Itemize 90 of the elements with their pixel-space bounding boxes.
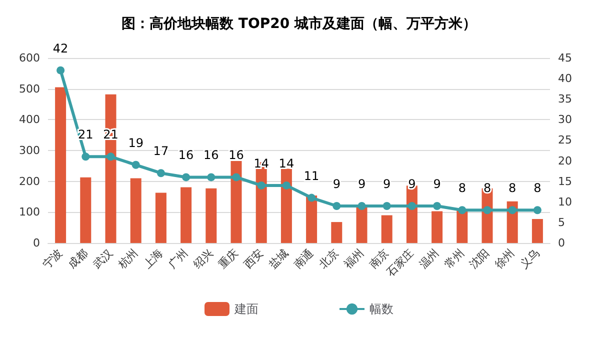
point bbox=[508, 206, 516, 214]
y-tick-label: 500 bbox=[19, 82, 40, 96]
x-tick-label: 重庆 bbox=[216, 246, 241, 272]
bar bbox=[206, 188, 217, 243]
x-tick-label: 盐城 bbox=[266, 246, 292, 272]
data-label: 8 bbox=[508, 181, 516, 196]
point bbox=[106, 152, 115, 161]
bar bbox=[306, 196, 318, 243]
data-label: 11 bbox=[304, 168, 320, 183]
y2-tick-label: 0 bbox=[558, 236, 565, 250]
bar bbox=[230, 160, 242, 243]
bar bbox=[381, 215, 392, 243]
x-tick-label: 宁波 bbox=[40, 246, 66, 272]
data-label: 16 bbox=[204, 148, 219, 162]
data-label: 19 bbox=[128, 136, 144, 150]
x-tick-label: 广州 bbox=[166, 246, 191, 272]
bar bbox=[532, 218, 543, 243]
x-tick-label: 常州 bbox=[442, 246, 467, 272]
y2-tick-label: 20 bbox=[558, 154, 572, 168]
y2-tick-label: 25 bbox=[558, 134, 572, 147]
point bbox=[156, 169, 165, 178]
bar bbox=[280, 168, 292, 243]
chart-title: 图：高价地块幅数 TOP20 城市及建面（幅、万平方米） bbox=[122, 15, 476, 32]
y2-tick-label: 10 bbox=[558, 195, 572, 208]
x-tick-label: 徐州 bbox=[492, 246, 517, 272]
data-label: 9 bbox=[332, 177, 340, 191]
bar bbox=[130, 178, 142, 243]
legend-label: 幅数 bbox=[370, 302, 394, 316]
y-tick-label: 200 bbox=[19, 174, 40, 188]
data-label: 8 bbox=[483, 181, 492, 196]
bar bbox=[331, 222, 342, 243]
data-label: 42 bbox=[52, 41, 68, 56]
y-tick-label: 600 bbox=[19, 52, 40, 64]
bar bbox=[456, 210, 468, 243]
x-tick-label: 福州 bbox=[342, 246, 366, 272]
x-tick-label: 上海 bbox=[140, 246, 166, 272]
point bbox=[408, 202, 416, 210]
x-tick-label: 北京 bbox=[316, 246, 342, 272]
y-tick-label: 300 bbox=[19, 144, 40, 157]
point bbox=[207, 173, 216, 182]
y2-tick-label: 15 bbox=[558, 174, 572, 188]
data-label: 14 bbox=[278, 156, 294, 170]
point bbox=[332, 202, 341, 210]
point bbox=[56, 66, 65, 74]
bar bbox=[432, 211, 443, 243]
y2-tick-label: 5 bbox=[558, 216, 565, 229]
point bbox=[82, 152, 90, 161]
point bbox=[132, 160, 140, 169]
y2-tick-label: 35 bbox=[558, 92, 572, 106]
point bbox=[182, 173, 190, 182]
point bbox=[282, 181, 290, 190]
x-tick-label: 西安 bbox=[241, 246, 266, 272]
y2-tick-label: 40 bbox=[558, 72, 572, 86]
data-label: 16 bbox=[178, 148, 194, 162]
data-label: 8 bbox=[534, 181, 542, 196]
data-label: 9 bbox=[433, 177, 441, 191]
point bbox=[433, 202, 442, 210]
data-label: 17 bbox=[153, 144, 169, 158]
legend-label: 建面 bbox=[234, 302, 258, 316]
data-label: 8 bbox=[458, 181, 466, 196]
x-tick-label: 成都 bbox=[65, 246, 90, 272]
data-label: 16 bbox=[228, 148, 244, 162]
x-tick-label: 武汉 bbox=[90, 246, 116, 272]
data-label: 9 bbox=[383, 177, 391, 191]
bar bbox=[105, 94, 116, 243]
x-tick-label: 温州 bbox=[416, 246, 442, 272]
bar bbox=[180, 187, 192, 243]
x-tick-label: 义乌 bbox=[517, 246, 542, 272]
x-tick-label: 杭州 bbox=[114, 246, 140, 272]
bar bbox=[80, 177, 92, 243]
bar bbox=[155, 192, 166, 243]
y2-tick-label: 45 bbox=[558, 52, 572, 64]
y2-tick-label: 30 bbox=[558, 113, 572, 126]
point bbox=[458, 206, 466, 214]
x-tick-label: 沈阳 bbox=[467, 246, 492, 272]
data-label: 9 bbox=[358, 177, 366, 191]
y-tick-label: 100 bbox=[19, 206, 40, 219]
point bbox=[232, 173, 240, 182]
point bbox=[358, 202, 366, 210]
bar bbox=[356, 206, 368, 243]
x-tick-label: 绍兴 bbox=[190, 246, 216, 272]
point bbox=[257, 181, 266, 190]
point bbox=[533, 206, 542, 214]
y-tick-label: 0 bbox=[33, 236, 40, 250]
point bbox=[382, 202, 391, 210]
point bbox=[308, 194, 316, 202]
y-tick-label: 400 bbox=[19, 113, 40, 126]
bar bbox=[55, 87, 66, 243]
point bbox=[483, 206, 492, 214]
x-tick-label: 南通 bbox=[291, 246, 316, 272]
